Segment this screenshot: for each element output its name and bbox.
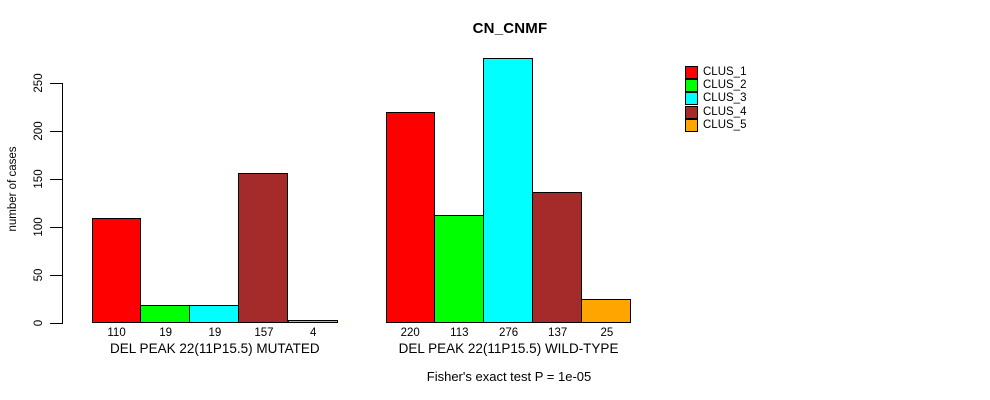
- y-tick-mark: [50, 130, 62, 132]
- bar-value-label: 157: [254, 326, 274, 339]
- bar-clus_3-group2: [483, 58, 534, 324]
- legend-item-clus_1: CLUS_1: [685, 66, 746, 79]
- bar-value-label: 4: [309, 326, 317, 339]
- legend-swatch-clus_4: [685, 105, 698, 119]
- y-tick-mark: [50, 322, 62, 324]
- legend-label: CLUS_3: [703, 92, 747, 105]
- bar-value-label: 220: [400, 326, 420, 339]
- y-tick-mark: [50, 226, 62, 228]
- bar-value-label: 137: [548, 326, 568, 339]
- y-tick-label: 150: [33, 169, 45, 189]
- bar-value-label: 25: [600, 326, 614, 339]
- bar-value-label: 276: [498, 326, 519, 339]
- legend-label: CLUS_4: [703, 105, 747, 118]
- group-label: DEL PEAK 22(11P15.5) WILD-TYPE: [398, 340, 619, 356]
- y-tick-label: 200: [33, 121, 45, 141]
- bar-value-label: 19: [159, 326, 173, 339]
- bar-clus_1-group1: [92, 217, 142, 324]
- legend-item-clus_4: CLUS_4: [685, 105, 747, 119]
- bar-value-label: 19: [208, 326, 222, 339]
- y-tick-mark: [50, 274, 62, 276]
- bar-clus_5-group1: [287, 319, 338, 324]
- y-tick-mark: [50, 178, 62, 180]
- legend-swatch-clus_3: [685, 92, 698, 106]
- legend-label: CLUS_2: [703, 79, 747, 92]
- fisher-test-annotation: Fisher's exact test P = 1e-05: [426, 369, 592, 384]
- y-tick-mark: [50, 82, 62, 84]
- bar-clus_5-group2: [581, 299, 632, 324]
- bar-clus_2-group2: [433, 214, 484, 324]
- legend-swatch-clus_5: [685, 118, 698, 132]
- y-axis-line: [62, 83, 63, 325]
- y-tick-label: 100: [33, 217, 45, 237]
- bar-clus_4-group1: [238, 172, 289, 324]
- legend-item-clus_3: CLUS_3: [685, 92, 747, 106]
- y-tick-label: 0: [33, 320, 45, 327]
- legend-label: CLUS_5: [703, 118, 747, 131]
- bar-clus_3-group1: [189, 305, 240, 324]
- bar-value-label: 110: [107, 326, 126, 339]
- legend-item-clus_2: CLUS_2: [685, 79, 747, 93]
- group-label: DEL PEAK 22(11P15.5) MUTATED: [110, 340, 320, 356]
- y-tick-label: 50: [33, 268, 45, 282]
- legend-item-clus_5: CLUS_5: [685, 118, 747, 132]
- chart-title: CN_CNMF: [472, 20, 548, 37]
- bar-clus_2-group1: [140, 305, 191, 324]
- y-axis-title: number of cases: [7, 146, 19, 232]
- y-tick-label: 250: [33, 73, 45, 93]
- legend-label: CLUS_1: [703, 66, 747, 78]
- bar-value-label: 113: [450, 326, 469, 339]
- bar-clus_1-group2: [385, 111, 435, 324]
- bar-clus_4-group2: [532, 191, 583, 324]
- legend-swatch-clus_2: [685, 79, 698, 93]
- legend-swatch-clus_1: [685, 66, 698, 79]
